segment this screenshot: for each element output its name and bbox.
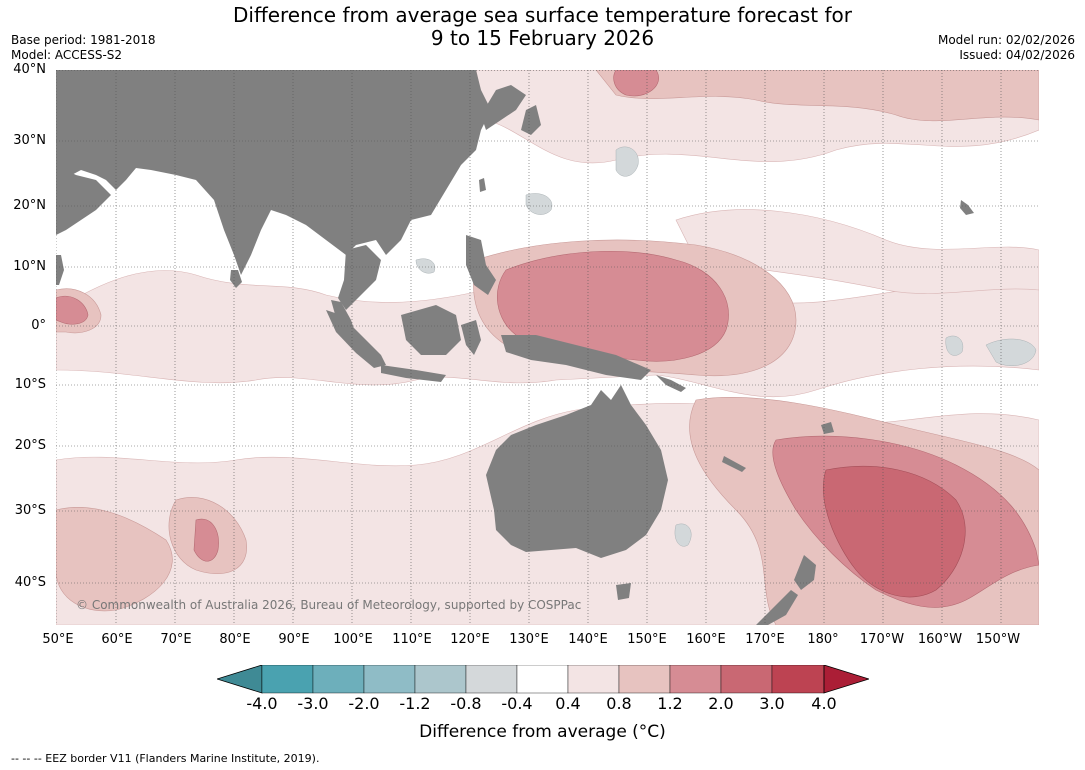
negative-anomaly [415, 146, 1037, 547]
lon-label: 70°E [160, 632, 192, 647]
java [381, 365, 446, 382]
colorbar-segment [720, 665, 773, 694]
meta-right: Model run: 02/02/2026 Issued: 04/02/2026 [938, 33, 1075, 63]
model-run: Model run: 02/02/2026 [937, 33, 1075, 47]
colorbar-segment [823, 665, 869, 694]
colorbar-segment [669, 665, 722, 694]
colorbar-tick: -4.0 [246, 694, 278, 713]
gridlines [56, 70, 1039, 625]
asia-landmass [56, 70, 491, 275]
lat-label: 10°N [13, 259, 46, 274]
new-guinea [501, 335, 651, 380]
colorbar-segment [516, 665, 569, 694]
colorbar-tick: 0.4 [555, 694, 581, 713]
australia [486, 385, 668, 558]
colorbar-tick: -0.4 [501, 694, 533, 713]
indochina [338, 245, 381, 310]
arabia [56, 165, 111, 235]
anomaly-band-strongest [823, 465, 966, 598]
new-caledonia [722, 456, 746, 472]
lat-label: 40°S [14, 575, 46, 590]
colorbar-tick: 4.0 [811, 694, 837, 713]
colorbar-label: Difference from average (°C) [419, 722, 666, 742]
issued-date: Issued: 04/02/2026 [959, 48, 1075, 62]
india-sri-lanka [230, 270, 242, 288]
new-zealand-north [794, 555, 816, 590]
colorbar-tick: 0.8 [606, 694, 632, 713]
africa-horn [56, 255, 64, 285]
base-period: Base period: 1981-2018 [11, 33, 156, 47]
lon-label: 120°E [450, 632, 490, 647]
lon-label: 140°E [568, 632, 608, 647]
colorbar-tick: -2.0 [348, 694, 380, 713]
lon-label: 100°E [333, 632, 373, 647]
lat-label: 20°N [13, 198, 46, 213]
lon-label: 80°E [219, 632, 251, 647]
lon-label: 60°E [101, 632, 133, 647]
colorbar-segment [312, 665, 365, 694]
eez-legend-note: -- -- -- EEZ border V11 (Flanders Marine… [11, 752, 320, 765]
model-name: Model: ACCESS-S2 [11, 48, 123, 62]
philippines [466, 235, 496, 295]
borneo [401, 305, 461, 355]
colorbar-tick: 1.2 [657, 694, 683, 713]
title-line-2: 9 to 15 February 2026 [430, 26, 655, 50]
colorbar-segment [771, 665, 825, 694]
colorbar-tick: -0.8 [450, 694, 482, 713]
colorbar-segment [217, 665, 263, 694]
lon-label: 170°E [745, 632, 785, 647]
chart-title: Difference from average sea surface temp… [0, 4, 1085, 50]
lat-label: 40°N [13, 62, 46, 77]
lat-label: 0° [31, 318, 46, 333]
colorbar-segment [618, 665, 671, 694]
lon-label: 180° [807, 632, 839, 647]
korea-japan [481, 85, 541, 135]
sulawesi [461, 320, 481, 355]
colorbar-segment [567, 665, 620, 694]
colorbar-tick: 3.0 [759, 694, 785, 713]
colorbar-tick: -1.2 [399, 694, 431, 713]
lat-label: 30°S [14, 503, 46, 518]
lon-label: 130°E [509, 632, 549, 647]
taiwan [479, 178, 486, 192]
colorbar-segment [363, 665, 416, 694]
lon-label: 90°E [278, 632, 310, 647]
lon-label: 50°E [42, 632, 74, 647]
hawaii [960, 200, 974, 215]
lat-label: 10°S [14, 377, 46, 392]
colorbar-tick: -3.0 [297, 694, 329, 713]
lon-label: 150°E [627, 632, 667, 647]
tasmania [616, 583, 631, 600]
lat-label: 20°S [14, 438, 46, 453]
sst-anomaly-map [56, 70, 1039, 625]
lon-label: 160°E [686, 632, 726, 647]
colorbar-segment [465, 665, 518, 694]
colorbar [217, 665, 869, 694]
map-svg [56, 70, 1039, 625]
colorbar-tick: 2.0 [708, 694, 734, 713]
colorbar-segment [261, 665, 314, 694]
solomon-islands [656, 375, 686, 392]
lon-label: 170°W [859, 632, 905, 647]
title-line-1: Difference from average sea surface temp… [232, 3, 852, 27]
meta-left: Base period: 1981-2018 Model: ACCESS-S2 [11, 33, 156, 63]
lon-label: 150°W [975, 632, 1021, 647]
colorbar-segment [414, 665, 467, 694]
lat-label: 30°N [13, 133, 46, 148]
new-zealand-south [756, 590, 798, 625]
copyright-notice: © Commonwealth of Australia 2026, Bureau… [76, 598, 582, 612]
land [56, 70, 974, 625]
sumatra [326, 310, 386, 368]
lon-label: 160°W [917, 632, 963, 647]
lon-label: 110°E [392, 632, 432, 647]
